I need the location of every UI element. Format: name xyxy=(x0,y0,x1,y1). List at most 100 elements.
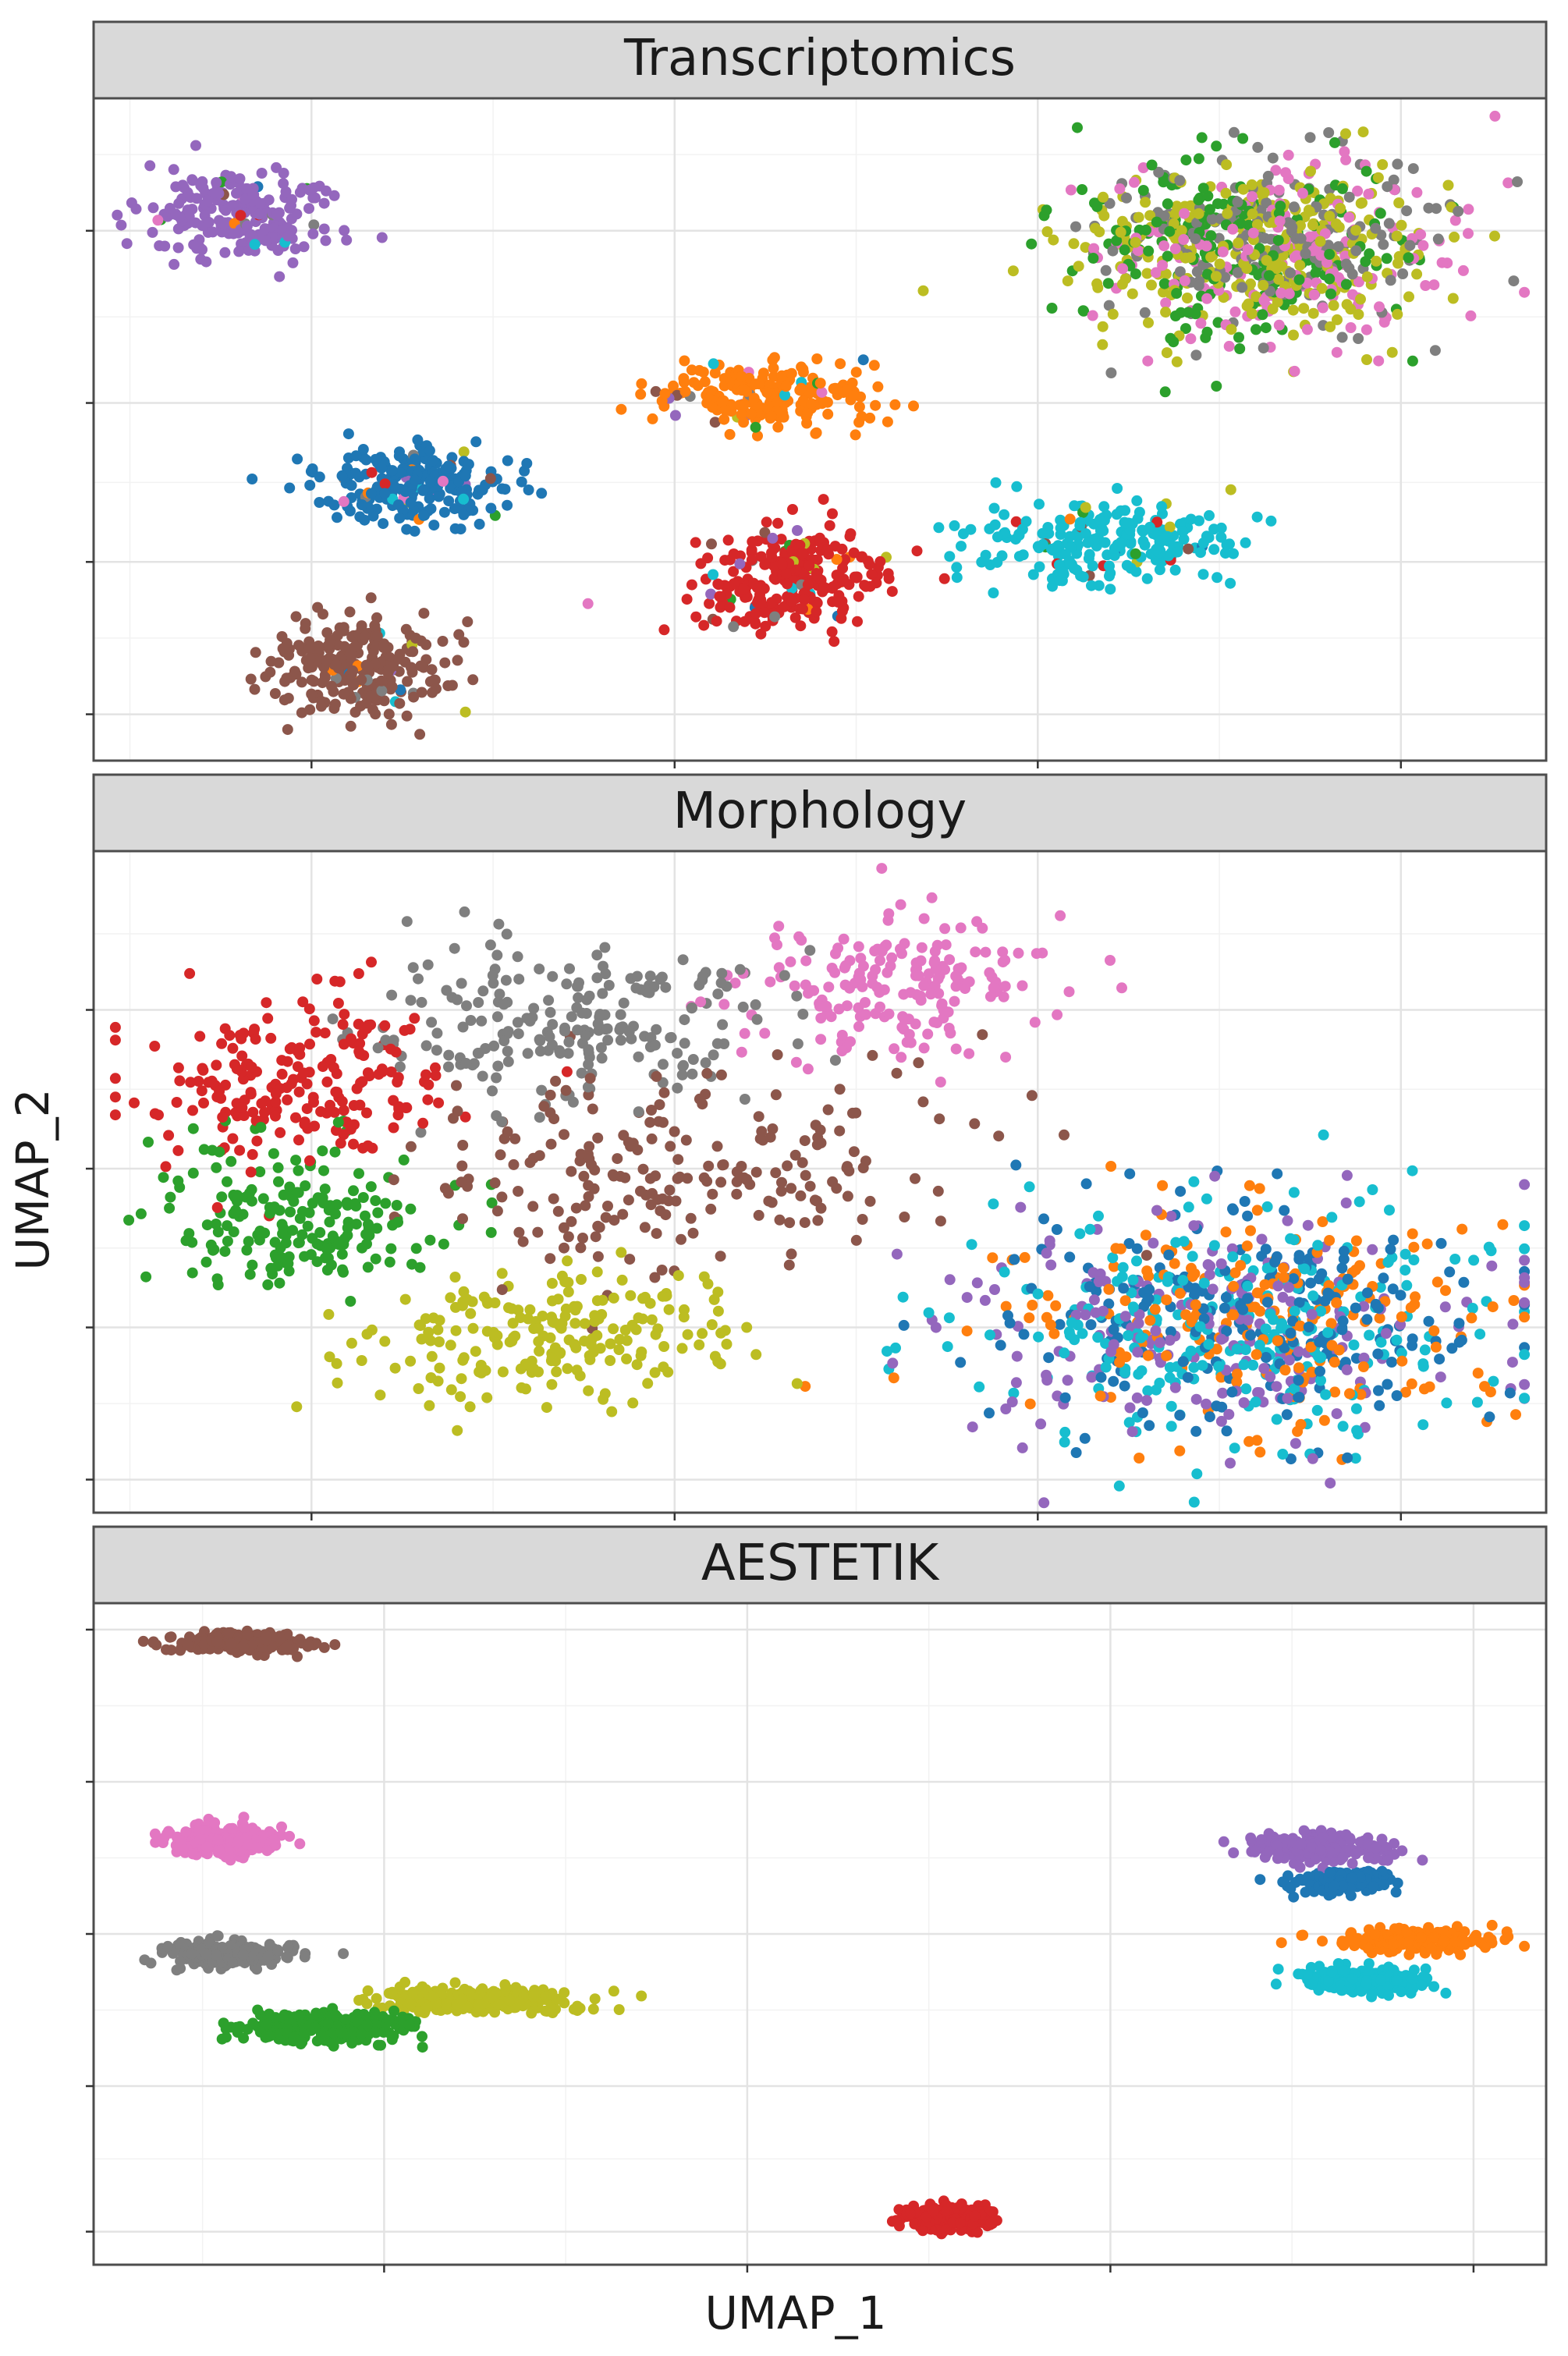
data-point xyxy=(739,399,750,410)
data-point xyxy=(249,683,261,695)
data-point xyxy=(860,1155,871,1167)
data-point xyxy=(227,1133,239,1144)
data-point xyxy=(1272,1168,1283,1180)
data-point xyxy=(971,916,983,928)
data-point xyxy=(1185,252,1196,264)
data-point xyxy=(524,1157,536,1169)
data-point xyxy=(1361,1314,1373,1325)
data-point xyxy=(1254,1446,1266,1458)
data-point xyxy=(1204,1411,1215,1423)
data-point xyxy=(1158,176,1169,188)
data-point xyxy=(164,203,176,214)
data-point xyxy=(562,1276,574,1288)
data-point xyxy=(1133,211,1144,223)
data-point xyxy=(1095,1371,1107,1383)
data-point xyxy=(1245,1225,1256,1237)
data-point xyxy=(341,234,353,246)
data-point xyxy=(417,1117,429,1129)
data-point xyxy=(438,506,450,518)
data-point xyxy=(1170,1237,1182,1248)
data-point xyxy=(457,1021,469,1033)
data-point xyxy=(773,921,785,932)
data-point xyxy=(265,1032,277,1044)
data-point xyxy=(1326,1212,1338,1223)
data-point xyxy=(761,516,772,528)
data-point xyxy=(644,1116,656,1128)
data-point xyxy=(619,1325,631,1336)
data-point xyxy=(409,453,420,465)
data-point xyxy=(587,1347,599,1358)
data-point xyxy=(1127,1274,1139,1286)
data-point xyxy=(282,1094,293,1105)
data-point xyxy=(1288,329,1299,341)
data-point xyxy=(1169,564,1181,576)
data-point xyxy=(1424,1381,1435,1393)
data-point xyxy=(283,1251,295,1262)
data-point xyxy=(853,1020,864,1032)
data-point xyxy=(374,1389,386,1401)
data-point xyxy=(579,1336,591,1347)
data-point xyxy=(1372,1302,1384,1314)
data-point xyxy=(1206,213,1218,225)
data-point xyxy=(353,968,364,979)
data-point xyxy=(1401,205,1413,217)
data-point xyxy=(232,1190,243,1201)
data-point xyxy=(679,1014,690,1026)
data-point xyxy=(1378,1272,1389,1284)
data-point xyxy=(672,1154,684,1166)
data-point xyxy=(589,1164,601,1176)
data-point xyxy=(470,436,482,448)
data-point xyxy=(379,488,391,499)
data-point xyxy=(1141,1250,1152,1261)
data-point xyxy=(1120,517,1132,529)
data-point xyxy=(405,1355,417,1367)
data-point xyxy=(1073,261,1084,272)
data-point xyxy=(409,474,420,486)
data-point xyxy=(1407,1333,1418,1345)
data-point xyxy=(307,228,319,240)
data-point xyxy=(1243,298,1254,310)
data-point xyxy=(592,1018,604,1030)
data-point xyxy=(452,994,463,1006)
data-point xyxy=(1226,324,1237,335)
data-point xyxy=(1314,1365,1325,1377)
data-point xyxy=(1242,1315,1254,1326)
data-point xyxy=(410,1243,422,1254)
data-point xyxy=(1150,1325,1162,1336)
data-point xyxy=(257,1193,269,1205)
data-point xyxy=(205,1239,217,1251)
data-point xyxy=(496,1268,508,1279)
data-point xyxy=(711,1141,723,1152)
data-point xyxy=(984,1329,995,1341)
data-point xyxy=(1417,1419,1429,1431)
data-point xyxy=(1267,152,1279,164)
data-point xyxy=(758,607,770,619)
data-point xyxy=(380,1198,392,1209)
data-point xyxy=(292,453,303,465)
data-point xyxy=(1059,1392,1071,1403)
data-point xyxy=(550,1075,562,1087)
data-point xyxy=(509,1133,521,1144)
data-point xyxy=(1114,183,1126,194)
data-point xyxy=(332,640,344,651)
data-point xyxy=(399,1293,411,1305)
data-point xyxy=(491,1205,503,1217)
data-point xyxy=(1322,240,1334,251)
data-point xyxy=(1331,1297,1343,1308)
data-point xyxy=(874,955,885,967)
data-point xyxy=(752,430,763,442)
data-point xyxy=(1032,1288,1044,1300)
data-point xyxy=(281,1082,293,1094)
data-point xyxy=(498,999,509,1010)
data-point xyxy=(578,1170,590,1182)
data-point xyxy=(1149,1304,1161,1315)
data-point xyxy=(717,396,729,407)
data-point xyxy=(562,1286,574,1297)
data-point xyxy=(1168,336,1180,348)
data-point xyxy=(1070,1447,1082,1458)
data-point xyxy=(1290,1438,1301,1449)
data-point xyxy=(1246,179,1258,190)
data-point xyxy=(1193,194,1204,206)
data-point xyxy=(247,474,258,484)
data-point xyxy=(804,388,815,399)
